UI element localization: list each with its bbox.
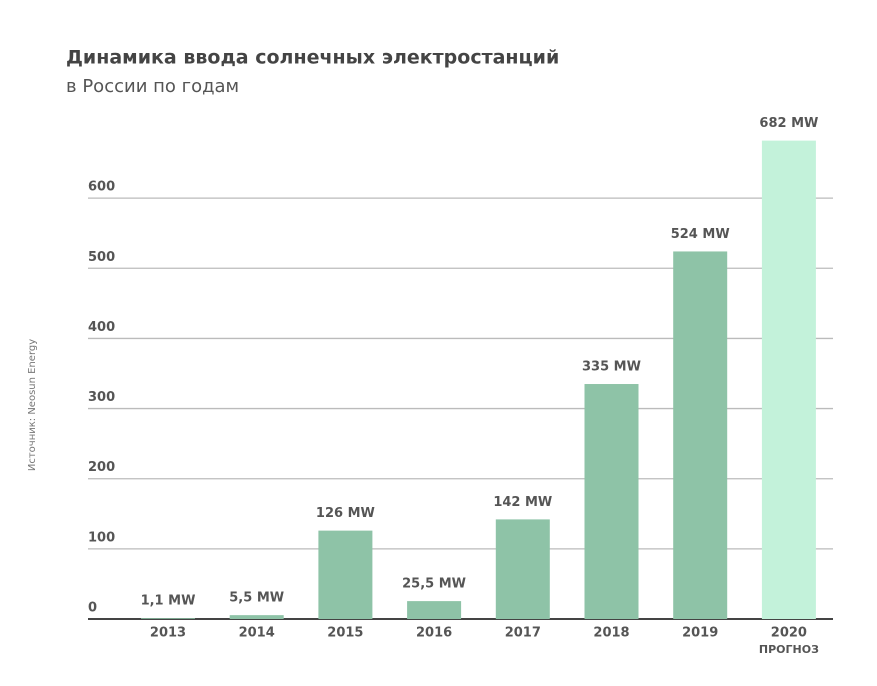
value-label: 5,5 MW bbox=[229, 591, 284, 606]
chart-title: Динамика ввода солнечных электростанций bbox=[66, 47, 559, 69]
x-tick-label: 2020 bbox=[771, 626, 807, 641]
bar bbox=[673, 251, 728, 620]
value-label: 524 MW bbox=[671, 227, 730, 242]
x-tick-label: 2015 bbox=[327, 626, 363, 641]
x-tick-label: 2019 bbox=[682, 626, 718, 641]
x-tick-label: 2013 bbox=[150, 626, 186, 641]
value-label: 142 MW bbox=[493, 495, 552, 510]
value-label: 1,1 MW bbox=[141, 594, 196, 609]
y-tick-label: 600 bbox=[88, 180, 115, 195]
bar bbox=[761, 140, 816, 619]
bar bbox=[229, 615, 284, 619]
y-tick-label: 0 bbox=[88, 601, 97, 616]
value-label: 126 MW bbox=[316, 506, 375, 521]
chart-subtitle: в России по годам bbox=[66, 76, 239, 97]
x-tick-label: 2014 bbox=[239, 626, 275, 641]
y-tick-label: 400 bbox=[88, 320, 115, 335]
y-tick-label: 500 bbox=[88, 250, 115, 265]
value-label: 25,5 MW bbox=[402, 577, 466, 592]
source-note: Источник: Neosun Energy bbox=[27, 339, 38, 471]
bar bbox=[495, 519, 550, 619]
x-tick-label: 2017 bbox=[505, 626, 541, 641]
y-tick-label: 100 bbox=[88, 530, 115, 545]
y-tick-label: 300 bbox=[88, 390, 115, 405]
bar bbox=[407, 601, 462, 619]
value-label: 335 MW bbox=[582, 360, 641, 375]
value-label: 682 MW bbox=[759, 116, 818, 131]
bar bbox=[584, 384, 639, 619]
forecast-label: ПРОГНОЗ bbox=[759, 643, 819, 656]
x-tick-label: 2016 bbox=[416, 626, 452, 641]
y-tick-label: 200 bbox=[88, 460, 115, 475]
bar bbox=[318, 530, 373, 619]
bar bbox=[141, 618, 195, 619]
x-tick-label: 2018 bbox=[593, 626, 629, 641]
